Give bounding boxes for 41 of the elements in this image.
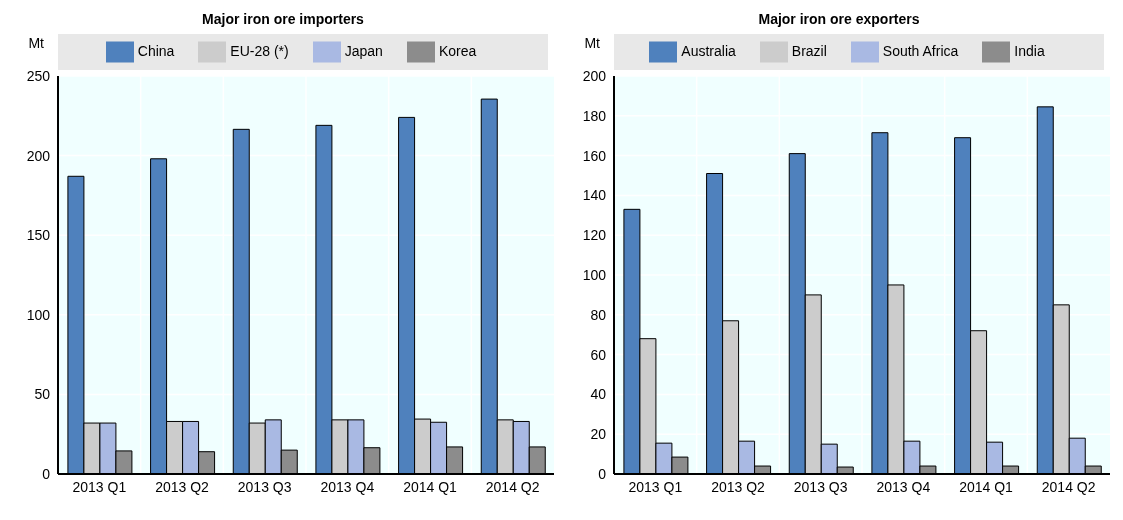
y-tick-label: 0 [42, 465, 51, 482]
legend-label: India [1014, 42, 1045, 59]
y-tick-label: 200 [26, 147, 51, 164]
x-tick-label: 2013 Q3 [237, 478, 292, 495]
legend-label: Brazil [791, 42, 827, 59]
y-tick-label: 140 [582, 187, 607, 204]
x-tick-label: 2013 Q1 [72, 478, 127, 495]
y-tick-label: 80 [590, 306, 607, 323]
chart-title: Major iron ore importers [201, 10, 365, 29]
y-tick-label: 180 [582, 107, 607, 124]
y-tick-label: 20 [590, 426, 607, 443]
x-tick-label: 2013 Q2 [155, 478, 210, 495]
legend-label: Japan [344, 42, 383, 59]
y-tick-label: 200 [582, 67, 607, 84]
y-tick-label: 0 [598, 465, 607, 482]
x-tick-label: 2014 Q2 [1041, 478, 1096, 495]
legend-label: EU-28 (*) [230, 42, 289, 59]
legend-label: Australia [681, 42, 736, 59]
legend-label: Korea [438, 42, 477, 59]
x-tick-label: 2013 Q1 [628, 478, 683, 495]
legend-label: China [137, 42, 175, 59]
x-tick-label: 2014 Q2 [485, 478, 540, 495]
y-tick-label: 40 [590, 386, 607, 403]
x-tick-label: 2013 Q4 [876, 478, 931, 495]
x-tick-label: 2013 Q3 [793, 478, 848, 495]
x-tick-label: 2013 Q4 [320, 478, 375, 495]
y-tick-label: 50 [34, 386, 51, 403]
y-axis-title: Mt [28, 34, 45, 51]
y-axis-title: Mt [584, 34, 601, 51]
y-tick-label: 120 [582, 227, 607, 244]
x-tick-label: 2013 Q2 [711, 478, 766, 495]
y-tick-label: 150 [26, 227, 51, 244]
y-tick-label: 100 [582, 266, 607, 283]
y-tick-label: 250 [26, 67, 51, 84]
chart-title: Major iron ore exporters [757, 10, 921, 29]
legend-label: South Africa [882, 42, 959, 59]
x-tick-label: 2014 Q1 [959, 478, 1014, 495]
y-tick-label: 160 [582, 147, 607, 164]
x-tick-label: 2014 Q1 [403, 478, 458, 495]
y-tick-label: 100 [26, 306, 51, 323]
y-tick-label: 60 [590, 346, 607, 363]
